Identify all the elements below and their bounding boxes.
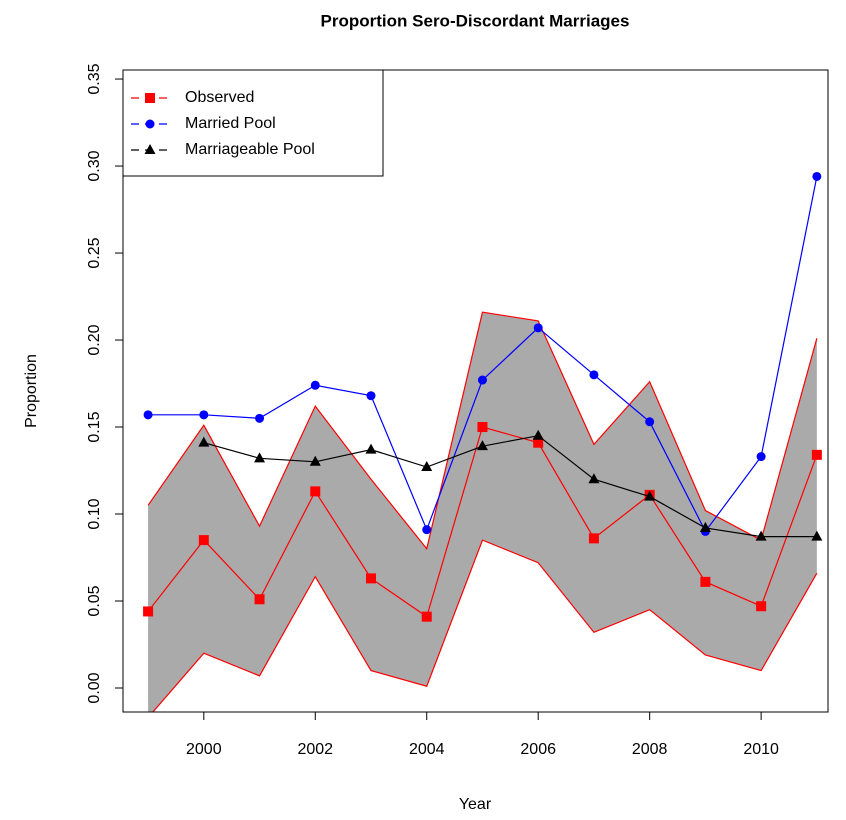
y-tick-label: 0.05	[86, 585, 103, 616]
x-tick-label: 2000	[186, 741, 222, 758]
marker	[199, 535, 209, 545]
plot-area	[143, 172, 822, 718]
marker	[534, 323, 543, 332]
marker	[645, 417, 654, 426]
y-tick-label: 0.20	[86, 324, 103, 355]
y-tick-label: 0.10	[86, 498, 103, 529]
chart: Proportion Sero-Discordant Marriages Yea…	[0, 0, 846, 820]
marker	[757, 452, 766, 461]
x-tick-label: 2004	[409, 741, 445, 758]
marker	[199, 410, 208, 419]
x-tick-label: 2010	[743, 741, 779, 758]
chart-title: Proportion Sero-Discordant Marriages	[321, 11, 630, 30]
legend-label: Marriageable Pool	[185, 141, 315, 158]
marker	[367, 391, 376, 400]
marker	[144, 410, 153, 419]
x-axis-label: Year	[459, 796, 492, 813]
marker	[812, 450, 822, 460]
legend-label: Married Pool	[185, 115, 276, 132]
y-axis-label: Proportion	[23, 354, 40, 428]
marker	[366, 573, 376, 583]
marker	[589, 533, 599, 543]
marker	[145, 93, 155, 103]
marker	[255, 414, 264, 423]
confidence-band	[148, 312, 817, 717]
y-tick-label: 0.30	[86, 150, 103, 181]
y-tick-label: 0.35	[86, 63, 103, 94]
x-tick-label: 2002	[297, 741, 333, 758]
y-tick-label: 0.15	[86, 411, 103, 442]
marker	[700, 577, 710, 587]
legend-label: Observed	[185, 89, 254, 106]
marker	[422, 525, 431, 534]
marker	[146, 120, 155, 129]
x-tick-label: 2006	[520, 741, 556, 758]
marker	[477, 422, 487, 432]
y-tick-label: 0.00	[86, 672, 103, 703]
marker	[366, 444, 377, 454]
marker	[422, 612, 432, 622]
marker	[589, 370, 598, 379]
marker	[310, 486, 320, 496]
marker	[756, 601, 766, 611]
marker	[812, 172, 821, 181]
marker	[478, 376, 487, 385]
x-tick-label: 2008	[632, 741, 668, 758]
y-tick-label: 0.25	[86, 237, 103, 268]
marker	[311, 381, 320, 390]
marker	[143, 606, 153, 616]
marker	[255, 594, 265, 604]
